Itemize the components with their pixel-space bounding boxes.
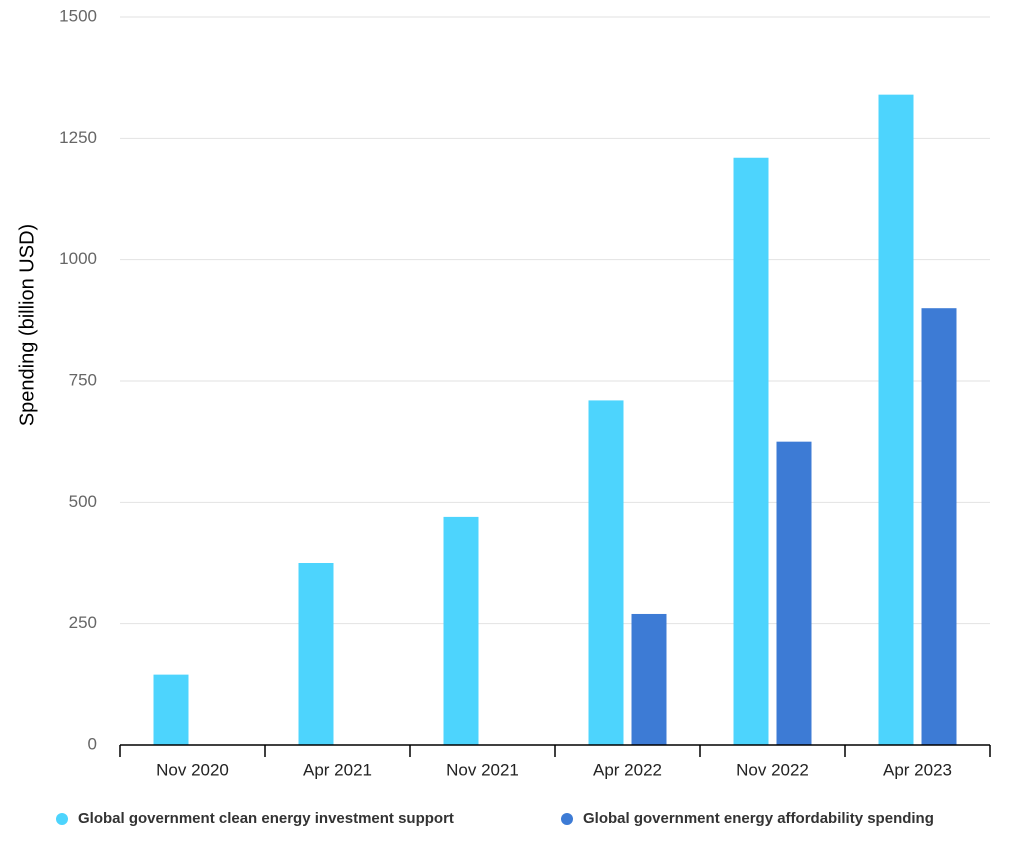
legend-swatch <box>561 813 573 825</box>
x-tick-label: Apr 2022 <box>593 760 662 779</box>
y-tick-label: 0 <box>88 734 97 753</box>
x-tick-label: Apr 2023 <box>883 760 952 779</box>
bar <box>588 400 624 745</box>
bar <box>733 157 769 745</box>
x-tick-label: Nov 2022 <box>736 760 809 779</box>
y-tick-label: 250 <box>69 613 97 632</box>
bar <box>298 563 334 745</box>
bar <box>153 674 189 745</box>
y-tick-label: 750 <box>69 370 97 389</box>
x-tick-label: Apr 2021 <box>303 760 372 779</box>
y-tick-label: 1500 <box>59 6 97 25</box>
legend-swatch <box>56 813 68 825</box>
y-tick-label: 500 <box>69 492 97 511</box>
bar <box>921 308 957 745</box>
legend-label: Global government energy affordability s… <box>583 810 934 827</box>
y-tick-label: 1250 <box>59 128 97 147</box>
bar <box>443 516 479 745</box>
x-tick-label: Nov 2020 <box>156 760 229 779</box>
legend-label: Global government clean energy investmen… <box>78 810 454 827</box>
y-axis-title: Spending (billion USD) <box>16 224 38 426</box>
bar <box>776 441 812 745</box>
bar <box>878 94 914 746</box>
bar <box>631 613 667 745</box>
y-tick-label: 1000 <box>59 249 97 268</box>
x-tick-label: Nov 2021 <box>446 760 519 779</box>
